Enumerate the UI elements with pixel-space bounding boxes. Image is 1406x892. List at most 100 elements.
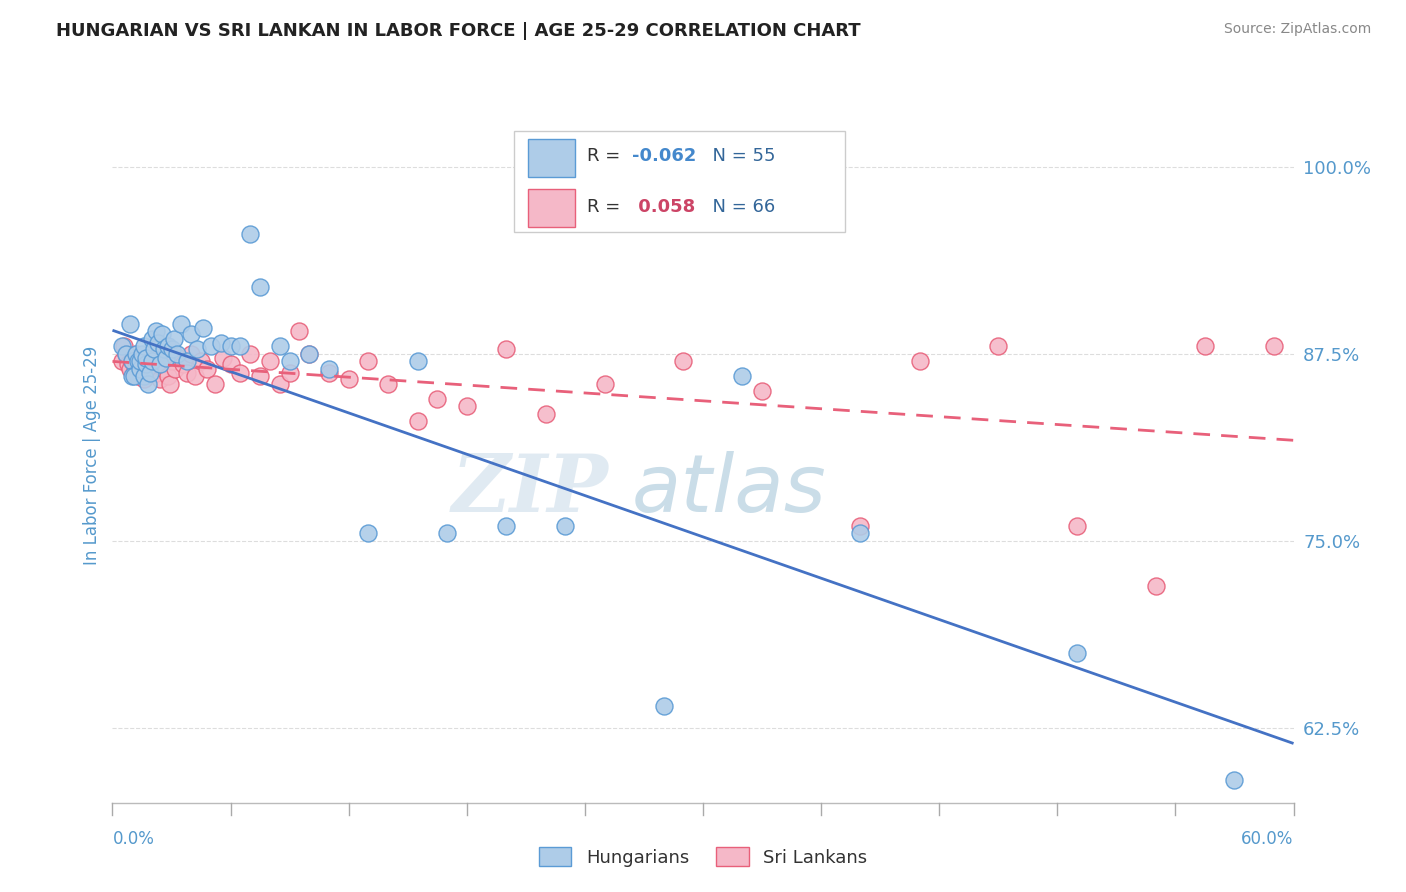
Point	[298, 347, 321, 361]
Point	[125, 347, 148, 361]
Point	[146, 354, 169, 368]
Point	[172, 358, 194, 372]
Point	[534, 407, 557, 421]
Point	[149, 358, 172, 372]
Point	[111, 354, 134, 368]
Point	[136, 376, 159, 391]
Point	[166, 347, 188, 361]
Point	[298, 347, 321, 361]
Point	[121, 354, 143, 368]
Point	[149, 372, 172, 386]
Point	[129, 354, 152, 368]
Point	[129, 351, 152, 366]
Point	[554, 519, 576, 533]
Point	[195, 362, 218, 376]
Point	[229, 367, 252, 381]
Point	[184, 369, 207, 384]
Point	[249, 279, 271, 293]
Point	[278, 354, 301, 368]
Point	[155, 339, 177, 353]
Point	[204, 376, 226, 391]
Point	[152, 362, 174, 376]
Text: 60.0%: 60.0%	[1241, 830, 1294, 847]
Point	[406, 414, 429, 428]
Point	[146, 336, 169, 351]
Point	[1144, 579, 1167, 593]
Point	[122, 369, 145, 384]
Point	[141, 354, 163, 368]
Point	[278, 367, 301, 381]
Point	[117, 358, 139, 372]
Point	[135, 351, 157, 366]
Point	[200, 339, 222, 353]
Point	[1263, 339, 1285, 353]
Point	[165, 362, 187, 376]
Point	[139, 362, 162, 376]
Point	[211, 351, 233, 366]
Point	[120, 362, 142, 376]
Point	[160, 354, 183, 368]
Point	[1066, 519, 1088, 533]
Text: R =: R =	[588, 198, 626, 216]
Point	[127, 354, 149, 368]
Point	[180, 347, 202, 361]
Point	[269, 339, 291, 353]
Point	[141, 358, 163, 372]
Text: N = 55: N = 55	[700, 147, 775, 165]
Text: ZIP: ZIP	[451, 451, 609, 528]
Text: R =: R =	[588, 147, 626, 165]
Point	[180, 327, 202, 342]
Point	[672, 354, 695, 368]
Point	[132, 372, 155, 386]
Point	[145, 325, 167, 339]
FancyBboxPatch shape	[529, 189, 575, 227]
Legend: Hungarians, Sri Lankans: Hungarians, Sri Lankans	[531, 840, 875, 874]
Point	[142, 343, 165, 357]
Point	[145, 367, 167, 381]
Point	[155, 351, 177, 366]
Point	[135, 358, 157, 372]
Point	[152, 343, 174, 357]
Point	[652, 698, 675, 713]
Point	[426, 392, 449, 406]
Point	[135, 358, 157, 372]
Point	[176, 367, 198, 381]
Point	[125, 360, 148, 375]
Point	[229, 339, 252, 353]
FancyBboxPatch shape	[529, 139, 575, 177]
Point	[731, 369, 754, 384]
Point	[111, 339, 134, 353]
Point	[129, 362, 152, 376]
Point	[209, 336, 232, 351]
Point	[1223, 773, 1246, 788]
Point	[136, 347, 159, 361]
Point	[337, 372, 360, 386]
Point	[170, 317, 193, 331]
Point	[849, 519, 872, 533]
Point	[169, 351, 191, 366]
Point	[191, 321, 214, 335]
Point	[131, 347, 153, 361]
Point	[495, 343, 517, 357]
Point	[219, 358, 242, 372]
Point	[176, 354, 198, 368]
Point	[593, 376, 616, 391]
Point	[160, 343, 183, 357]
Point	[186, 343, 208, 357]
Point	[162, 332, 184, 346]
Point	[156, 339, 179, 353]
Point	[288, 325, 311, 339]
Text: -0.062: -0.062	[633, 147, 696, 165]
Point	[115, 347, 138, 361]
Point	[495, 519, 517, 533]
Text: atlas: atlas	[633, 450, 827, 529]
Text: N = 66: N = 66	[700, 198, 775, 216]
Point	[318, 367, 340, 381]
Point	[849, 526, 872, 541]
Point	[751, 384, 773, 399]
Point	[908, 354, 931, 368]
Point	[121, 369, 143, 384]
Point	[122, 351, 145, 366]
Y-axis label: In Labor Force | Age 25-29: In Labor Force | Age 25-29	[83, 345, 101, 565]
Point	[406, 354, 429, 368]
